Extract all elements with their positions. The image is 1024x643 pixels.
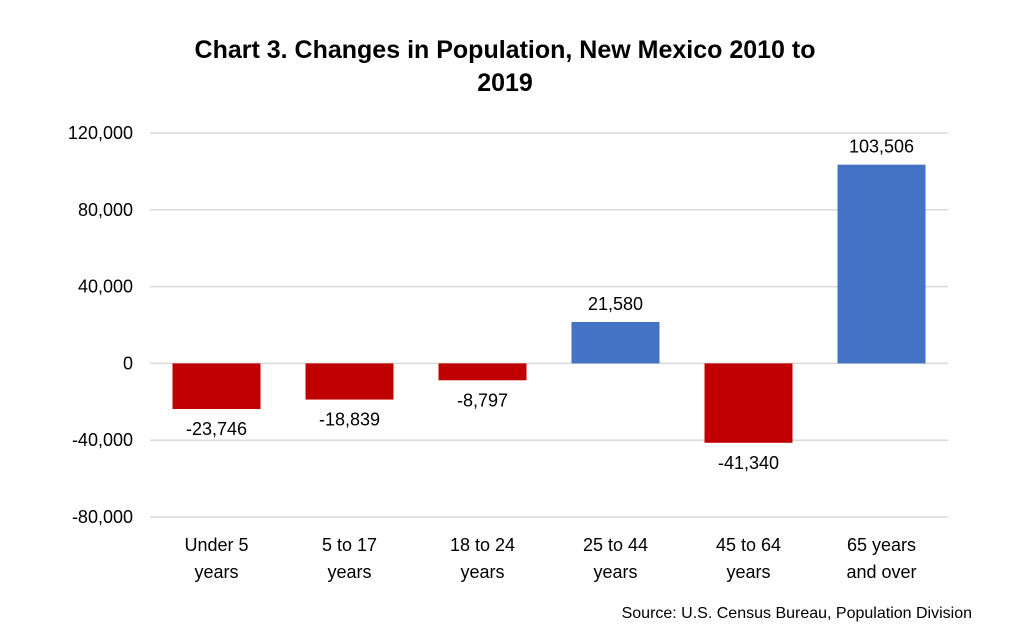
x-category-label: years <box>460 562 504 582</box>
y-tick-label: 0 <box>123 353 133 373</box>
x-category-label: 25 to 44 <box>583 535 648 555</box>
data-label: -41,340 <box>718 453 779 473</box>
x-category-label: 5 to 17 <box>322 535 377 555</box>
data-label: -23,746 <box>186 419 247 439</box>
bar <box>305 363 394 400</box>
x-category-label: and over <box>846 562 916 582</box>
chart-title-line-2: 2019 <box>477 69 533 97</box>
x-category-label: 45 to 64 <box>716 535 781 555</box>
y-tick-label: 80,000 <box>78 200 133 220</box>
x-category-label: Under 5 <box>184 535 248 555</box>
y-tick-label: -40,000 <box>72 430 133 450</box>
y-tick-label: 120,000 <box>68 123 133 143</box>
bar <box>438 363 527 381</box>
y-tick-label: -80,000 <box>72 507 133 527</box>
chart-title-line-1: Chart 3. Changes in Population, New Mexi… <box>195 36 816 64</box>
data-label: -8,797 <box>457 390 508 410</box>
x-category-label: 18 to 24 <box>450 535 515 555</box>
x-category-label: years <box>593 562 637 582</box>
bar <box>837 164 926 364</box>
y-tick-label: 40,000 <box>78 277 133 297</box>
x-category-label: years <box>327 562 371 582</box>
source-note: Source: U.S. Census Bureau, Population D… <box>622 605 972 622</box>
bar <box>704 363 793 443</box>
bar <box>172 363 261 409</box>
x-category-label: 65 years <box>847 535 916 555</box>
x-category-label: years <box>194 562 238 582</box>
data-label: 103,506 <box>849 137 914 157</box>
data-label: 21,580 <box>588 294 643 314</box>
data-label: -18,839 <box>319 410 380 430</box>
bar <box>571 321 660 364</box>
x-category-label: years <box>726 562 770 582</box>
